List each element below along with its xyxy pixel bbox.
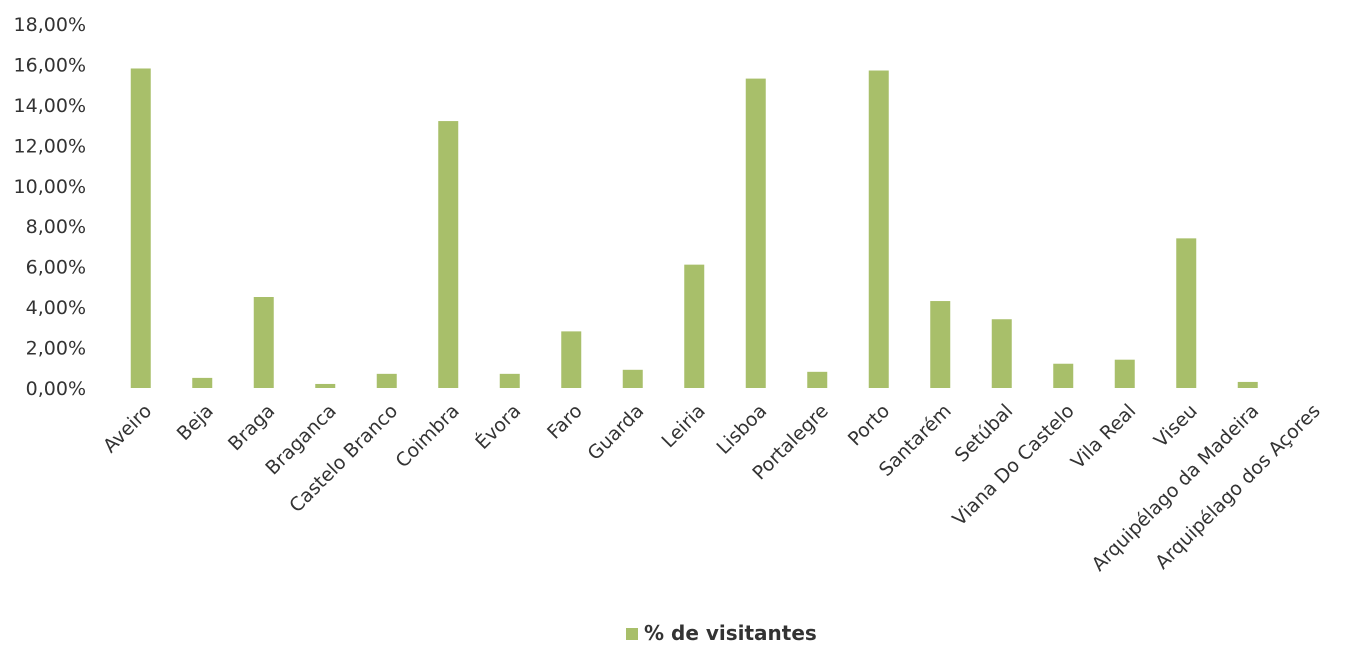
legend: % de visitantes xyxy=(626,621,817,645)
y-axis: 0,00% 2,00% 4,00% 6,00% 8,00% 10,00% 12,00% 14,… xyxy=(14,14,86,400)
x-tick-label: Coimbra xyxy=(392,400,464,472)
y-tick-label: 16,00% xyxy=(14,54,86,76)
bar xyxy=(1237,381,1258,388)
x-tick-label: Lisboa xyxy=(713,400,772,459)
y-tick-label: 18,00% xyxy=(14,14,86,36)
x-tick-label: Évora xyxy=(471,399,526,454)
y-tick-label: 0,00% xyxy=(26,378,86,400)
bar xyxy=(991,319,1012,388)
x-tick-label: Leiria xyxy=(657,400,709,452)
bar xyxy=(807,371,828,388)
x-tick-label: Beja xyxy=(173,400,218,445)
bar xyxy=(499,373,520,388)
legend-swatch xyxy=(626,628,638,640)
bar xyxy=(192,377,213,388)
x-tick-label: Castelo Branco xyxy=(285,400,402,517)
x-tick-label: Viseu xyxy=(1150,400,1202,452)
bar xyxy=(438,121,459,389)
bar xyxy=(622,369,643,388)
x-tick-label: Viana Do Castelo xyxy=(948,400,1078,530)
y-tick-label: 4,00% xyxy=(26,297,86,319)
y-tick-label: 12,00% xyxy=(14,135,86,157)
bar xyxy=(930,301,951,388)
bar xyxy=(684,264,705,388)
y-tick-label: 8,00% xyxy=(26,216,86,238)
x-tick-label: Aveiro xyxy=(99,400,156,457)
x-tick-label: Vila Real xyxy=(1067,400,1140,473)
bar xyxy=(130,68,151,388)
legend-label: % de visitantes xyxy=(644,621,817,645)
bars xyxy=(130,68,1258,389)
bar xyxy=(1053,363,1074,388)
bar xyxy=(253,297,274,388)
x-tick-label: Braga xyxy=(224,400,279,455)
bar xyxy=(868,70,889,388)
bar xyxy=(745,78,766,388)
bar xyxy=(315,383,336,388)
bar xyxy=(561,331,582,388)
bar xyxy=(1114,359,1135,388)
y-tick-label: 6,00% xyxy=(26,257,86,279)
x-tick-label: Porto xyxy=(844,400,894,450)
x-tick-label: Faro xyxy=(543,400,587,444)
y-tick-label: 10,00% xyxy=(14,176,86,198)
bar xyxy=(1176,238,1197,388)
y-tick-label: 2,00% xyxy=(26,338,86,360)
x-tick-label: Guarda xyxy=(584,400,649,465)
y-tick-label: 14,00% xyxy=(14,95,86,117)
bar xyxy=(376,373,397,388)
